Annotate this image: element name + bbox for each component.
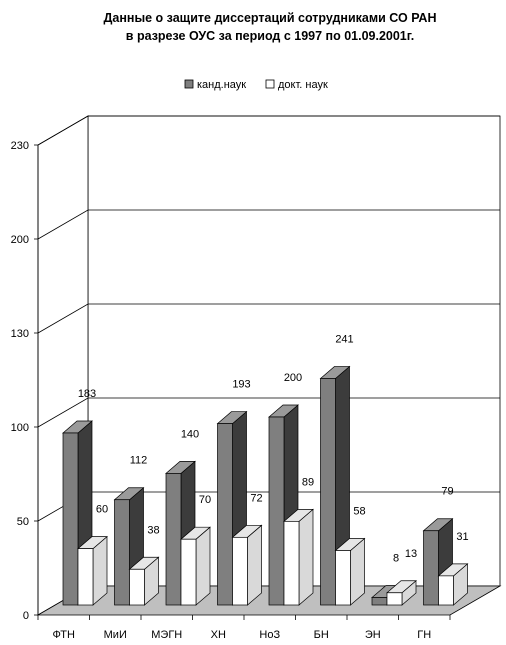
bar-dokt-5 bbox=[334, 537, 366, 606]
legend-label-kand: канд.наук bbox=[197, 79, 246, 91]
y-tick-label: 50 bbox=[17, 516, 29, 528]
bar-dokt-4 bbox=[283, 508, 314, 606]
data-label-kand-1: 112 bbox=[130, 455, 148, 467]
chart-title-line-2: в разрезе ОУС за период с 1997 по 01.09.… bbox=[126, 29, 414, 43]
y-tick-label: 0 bbox=[23, 610, 29, 622]
y-tick-label: 130 bbox=[11, 328, 29, 340]
x-tick-label: ГН bbox=[417, 629, 431, 641]
bar-front bbox=[77, 548, 94, 606]
bar-front bbox=[283, 520, 300, 606]
data-label-dokt-1: 38 bbox=[147, 524, 159, 536]
x-tick-label: МиИ bbox=[104, 629, 127, 641]
bar-front bbox=[268, 416, 285, 606]
data-label-dokt-7: 31 bbox=[456, 531, 468, 543]
bar-front bbox=[438, 575, 454, 606]
y-tick-label: 230 bbox=[11, 140, 29, 152]
bar-front bbox=[371, 597, 388, 606]
chart-title-line-1: Данные о защите диссертаций сотрудниками… bbox=[104, 11, 437, 25]
data-label-kand-4: 200 bbox=[284, 372, 302, 384]
data-label-dokt-2: 70 bbox=[199, 494, 211, 506]
gridline bbox=[37, 303, 500, 334]
x-tick-label: БН bbox=[314, 629, 329, 641]
bar-dokt-7 bbox=[437, 563, 469, 606]
bar-dokt-0 bbox=[77, 535, 108, 606]
bar-front bbox=[320, 378, 336, 606]
data-label-kand-7: 79 bbox=[441, 486, 453, 498]
bar-side bbox=[247, 524, 262, 606]
data-label-kand-3: 193 bbox=[232, 379, 250, 391]
data-label-kand-2: 140 bbox=[181, 428, 199, 440]
data-label-dokt-3: 72 bbox=[250, 492, 262, 504]
x-tick-label: ЭН bbox=[365, 629, 381, 641]
x-tick-label: ФТН bbox=[53, 629, 75, 641]
x-tick-label: НоЗ bbox=[259, 629, 280, 641]
x-axis-ticks: ФТН МиИ МЭГН ХН НоЗ БН ЭН ГН bbox=[37, 615, 451, 641]
data-label-dokt-0: 60 bbox=[96, 504, 108, 516]
data-label-kand-6: 8 bbox=[393, 552, 399, 564]
bar-front bbox=[165, 473, 182, 606]
bar-dokt-1 bbox=[128, 556, 160, 606]
y-tick-label: 200 bbox=[11, 234, 29, 246]
bars: 183 60 112 38 140 70 193 72 200 89 241 58 8 13 79 31 bbox=[62, 333, 469, 606]
data-label-dokt-4: 89 bbox=[302, 476, 314, 488]
data-label-dokt-5: 58 bbox=[353, 505, 365, 517]
legend-swatch-dokt bbox=[265, 79, 275, 89]
bar-side bbox=[195, 526, 211, 606]
bar-front bbox=[386, 592, 403, 606]
bar-front bbox=[62, 432, 79, 606]
bar-front bbox=[114, 499, 130, 606]
gridline bbox=[37, 397, 500, 428]
bar-front bbox=[423, 530, 439, 606]
bar-front bbox=[217, 423, 233, 606]
gridline bbox=[37, 209, 500, 240]
bar-front bbox=[232, 536, 248, 606]
data-label-kand-5: 241 bbox=[335, 333, 353, 345]
bar-front bbox=[335, 550, 351, 606]
data-label-dokt-6: 13 bbox=[405, 548, 417, 560]
bar-dokt-2 bbox=[180, 526, 211, 606]
legend: канд.наук докт. наук bbox=[184, 79, 328, 91]
legend-swatch-kand bbox=[184, 79, 194, 89]
bar-dokt-3 bbox=[231, 524, 263, 606]
data-label-kand-0: 183 bbox=[78, 388, 96, 400]
bar-dokt-6 bbox=[386, 580, 417, 606]
bar-front bbox=[129, 568, 145, 606]
x-tick-label: ХН bbox=[211, 629, 226, 641]
x-tick-label: МЭГН bbox=[151, 629, 182, 641]
y-axis-ticks: 0 50 100 130 200 230 bbox=[11, 140, 39, 622]
chart-title: Данные о защите диссертаций сотрудниками… bbox=[104, 11, 437, 43]
bar-side bbox=[298, 508, 314, 606]
gridline bbox=[37, 115, 500, 146]
legend-label-dokt: докт. наук bbox=[278, 79, 328, 91]
bar-front bbox=[180, 538, 197, 606]
y-tick-label: 100 bbox=[11, 422, 29, 434]
